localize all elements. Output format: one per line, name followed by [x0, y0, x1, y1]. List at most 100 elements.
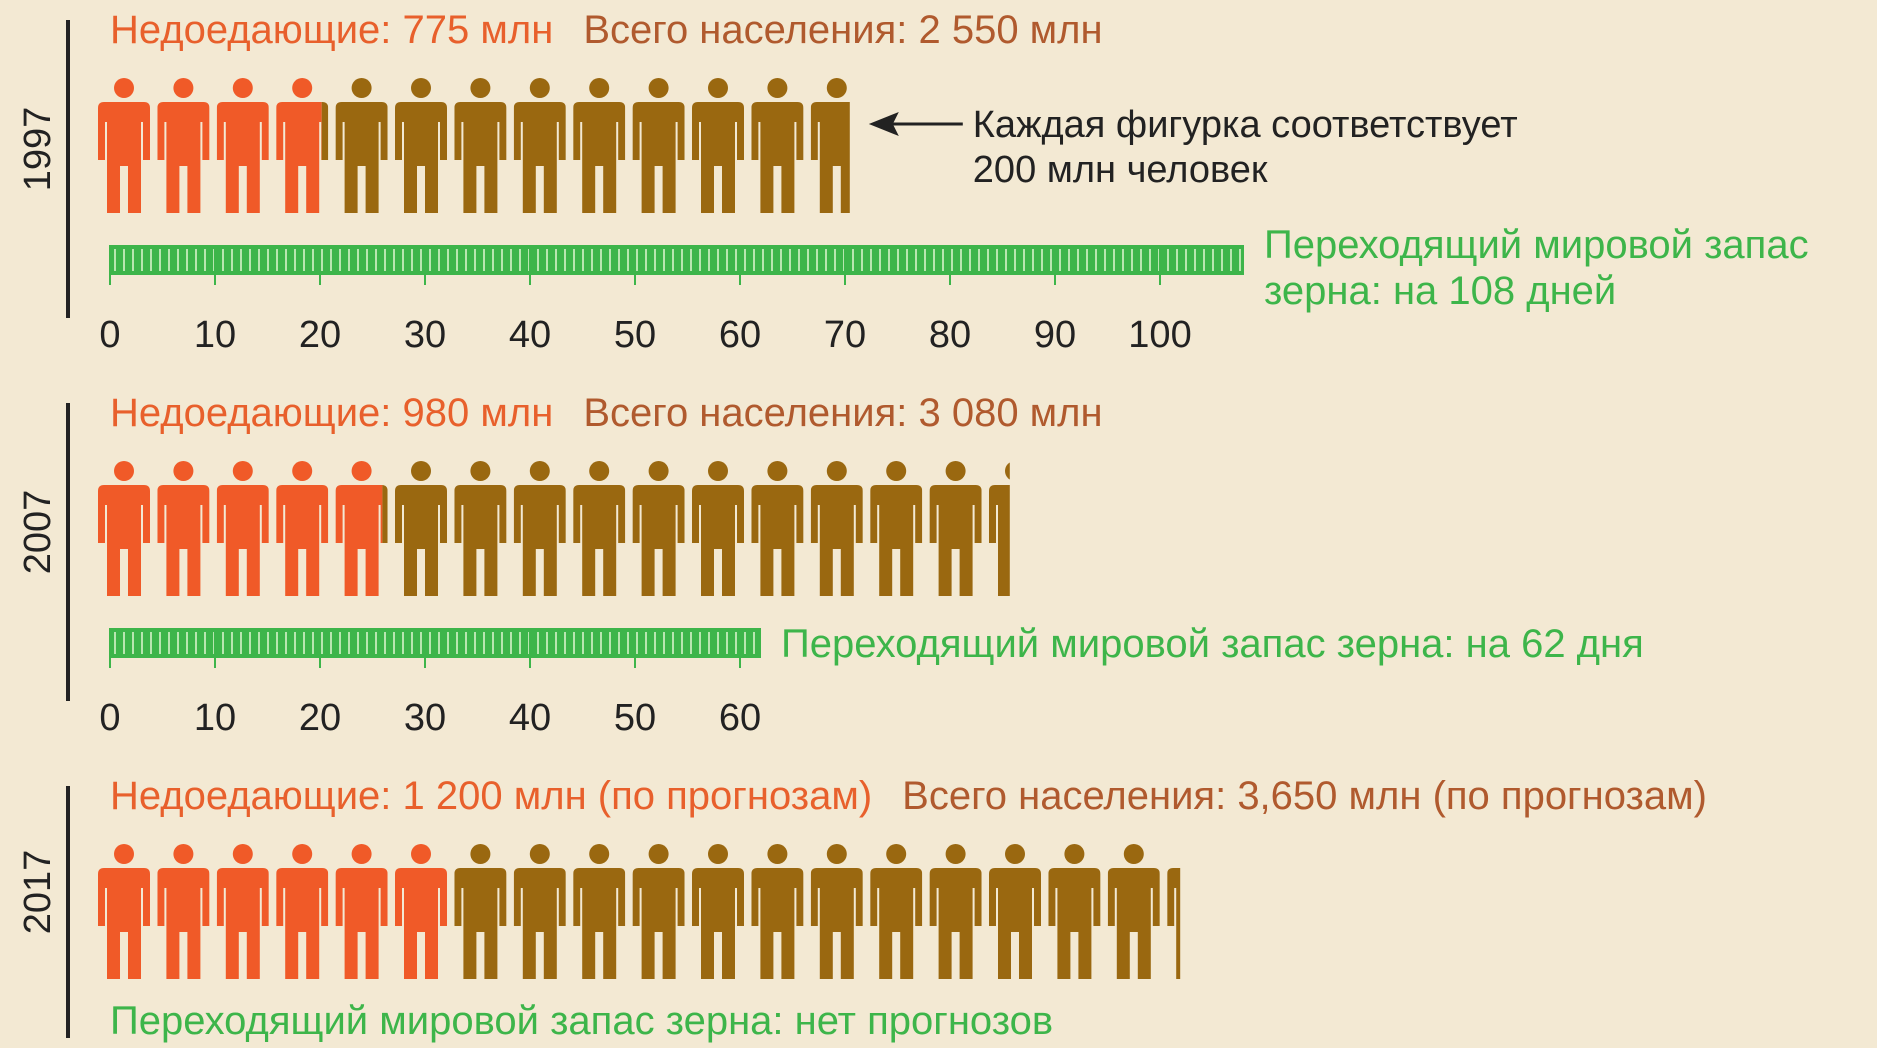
population-label: Всего населения: 3 080 млн [583, 391, 1102, 435]
annotation: Каждая фигурка соответствует [973, 104, 1518, 146]
figure [216, 78, 269, 213]
figure-head [292, 78, 313, 98]
figure-body [454, 102, 507, 213]
figure-body [276, 485, 329, 596]
figure-head [648, 844, 669, 864]
year-label: 2017 [17, 850, 59, 935]
figure-body [751, 102, 804, 213]
figure-head [470, 78, 491, 98]
figure-body [216, 868, 269, 979]
figure-body [276, 868, 329, 979]
figure [692, 461, 744, 596]
x-tick-label: 40 [509, 697, 551, 739]
figures [98, 461, 1010, 596]
figures [98, 844, 1181, 979]
figure-body [810, 868, 863, 979]
figure-body [989, 868, 1041, 979]
x-tick-label: 0 [99, 314, 120, 356]
figure [157, 844, 210, 979]
figure [573, 461, 626, 596]
figure-body [98, 485, 150, 596]
figure-head [232, 844, 253, 864]
figure [573, 844, 626, 979]
figure [1167, 868, 1181, 979]
figure-head [292, 461, 313, 481]
figure-body [321, 102, 329, 160]
figure-head [411, 844, 431, 864]
x-tick-label: 60 [719, 697, 761, 739]
figure-body [632, 485, 685, 596]
figure-head [529, 461, 550, 481]
figure-head [767, 78, 788, 98]
figure-body [929, 868, 982, 979]
figure [573, 78, 626, 213]
x-tick-label: 40 [509, 314, 551, 356]
figure-head [232, 461, 253, 481]
figure [929, 844, 982, 979]
figure-head [232, 78, 253, 98]
figure [692, 78, 744, 213]
figure [395, 461, 447, 596]
figure [454, 461, 507, 596]
figure-head [886, 844, 907, 864]
population-label: Всего населения: 2 550 млн [583, 8, 1102, 52]
figure [395, 844, 447, 979]
figure-body [573, 868, 626, 979]
annotation-arrowhead [868, 112, 899, 136]
figure-head [351, 461, 372, 481]
undernourished-label: Недоедающие: 775 млн [110, 8, 553, 52]
figure [810, 78, 850, 213]
figure-head [114, 78, 134, 98]
figure-body [573, 102, 626, 213]
figure [98, 78, 150, 213]
population-label: Всего населения: 3,650 млн (по прогнозам… [902, 774, 1707, 818]
figure-head [470, 844, 491, 864]
figure-body [157, 485, 210, 596]
figure-body [989, 485, 1010, 596]
figures [98, 78, 850, 213]
figure-head [1064, 844, 1085, 864]
figure-body [632, 868, 685, 979]
figure-head [411, 78, 431, 98]
figure [632, 461, 685, 596]
figure-head [173, 461, 194, 481]
figure-head [1005, 844, 1025, 864]
figure [513, 844, 566, 979]
x-tick-label: 10 [194, 697, 236, 739]
figure-body [810, 102, 850, 213]
figure [335, 78, 388, 213]
figure-body [395, 102, 447, 213]
figure [395, 78, 447, 213]
figure-body [454, 868, 507, 979]
figure [929, 461, 982, 596]
figure [870, 844, 923, 979]
stock-bar-stripes [110, 249, 1244, 271]
figure [216, 461, 269, 596]
figure [1107, 844, 1160, 979]
figure [692, 844, 744, 979]
x-tick-label: 30 [404, 697, 446, 739]
figure-head [826, 78, 847, 98]
figure-body [157, 868, 210, 979]
x-tick-label: 90 [1034, 314, 1076, 356]
x-tick-label: 80 [929, 314, 971, 356]
year-label: 1997 [17, 107, 59, 192]
figure-body [395, 485, 447, 596]
figure [382, 485, 388, 543]
figure [810, 844, 863, 979]
x-tick-label: 20 [299, 697, 341, 739]
figure [1048, 844, 1101, 979]
x-tick-label: 10 [194, 314, 236, 356]
figure-head [708, 844, 728, 864]
figure-head [945, 844, 966, 864]
figure-head [767, 844, 788, 864]
figure-body [1107, 868, 1160, 979]
figure-head [589, 461, 610, 481]
figure-head [767, 461, 788, 481]
stock-label: Переходящий мировой запас зерна: нет про… [110, 999, 1053, 1043]
figure-head [114, 844, 134, 864]
figure-head [529, 78, 550, 98]
figure-head [589, 844, 610, 864]
figure-body [382, 485, 388, 543]
